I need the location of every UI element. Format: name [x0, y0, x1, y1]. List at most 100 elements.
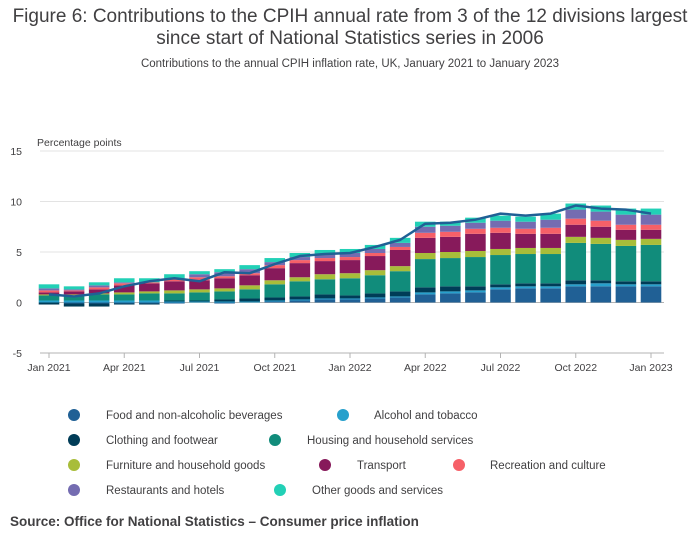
bar-segment — [139, 303, 160, 305]
bar-segment — [264, 300, 286, 302]
x-tick-label: Jan 2021 — [27, 362, 70, 374]
bar-segment — [490, 227, 511, 233]
bar-segment — [189, 271, 210, 275]
chart-subtitle: Contributions to the annual CPIH inflati… — [140, 58, 560, 70]
bar-segment — [189, 280, 210, 290]
bar-segment — [389, 246, 411, 250]
series-1 — [63, 286, 662, 304]
bar-segment — [264, 265, 286, 269]
bar-segment — [364, 297, 386, 299]
bar-segment — [389, 242, 411, 247]
legend-item: Restaurants and hotels — [68, 484, 225, 497]
bar-segment — [63, 302, 85, 304]
bar-segment — [440, 258, 461, 287]
bar-segment — [214, 278, 235, 289]
bar-segment — [239, 298, 260, 302]
title-block: Figure 6: Contributions to the CPIH annu… — [0, 6, 700, 71]
bar-segment — [440, 291, 461, 294]
bar-segment — [615, 284, 637, 287]
series-7 — [38, 218, 662, 293]
bar-segment — [139, 300, 160, 303]
legend-swatch — [453, 459, 465, 471]
bar-segment — [389, 291, 411, 297]
bar-segment — [239, 275, 260, 286]
bar-segment — [414, 294, 436, 303]
bar-segment — [490, 255, 511, 285]
bar-segment — [189, 292, 210, 301]
bar-segment — [540, 227, 561, 234]
bar-segment — [414, 253, 436, 260]
legend-item: Housing and household services — [269, 434, 473, 447]
bar-segment — [339, 298, 361, 300]
bar-segment — [214, 302, 235, 304]
bar-segment — [590, 226, 612, 238]
bar-segment — [615, 281, 637, 285]
bar-segment — [615, 245, 637, 282]
bar-segment — [164, 301, 185, 303]
legend-swatch — [274, 484, 286, 496]
bar-segment — [289, 300, 311, 303]
x-tick-label: Jan 2022 — [328, 362, 371, 374]
bar-segment — [164, 290, 185, 294]
bar-segment — [63, 289, 85, 291]
bar-segment — [565, 280, 587, 285]
total-line — [48, 204, 652, 298]
series-3 — [38, 280, 662, 307]
bar-segment — [113, 283, 135, 286]
bar-segment — [339, 278, 361, 296]
bar-segment — [239, 265, 260, 270]
bar-segment — [189, 277, 210, 281]
bar-segment — [88, 294, 110, 301]
bar-segment — [264, 268, 286, 281]
bar-segment — [164, 274, 185, 279]
bar-segment — [540, 247, 561, 255]
legend-item: Furniture and household goods — [68, 459, 265, 472]
bar-segment — [214, 301, 235, 303]
bar-segment — [63, 290, 85, 292]
bar-segment — [640, 214, 662, 225]
bar-segment — [38, 295, 60, 301]
bar-segment — [490, 289, 511, 303]
bar-segment — [565, 218, 587, 225]
bar-segment — [640, 244, 662, 282]
bar-segment — [615, 224, 637, 230]
bar-segment — [389, 266, 411, 272]
bar-segment — [515, 288, 536, 303]
chart-title: Figure 6: Contributions to the CPIH annu… — [12, 6, 688, 49]
bar-segment — [88, 282, 110, 286]
bar-segment — [339, 253, 361, 258]
bar-segment — [189, 300, 210, 302]
bar-segment — [189, 274, 210, 278]
bar-segment — [113, 300, 135, 303]
bar-segment — [239, 301, 260, 303]
bar-segment — [440, 252, 461, 259]
bar-segment — [189, 301, 210, 303]
y-tick-label: 15 — [10, 146, 22, 158]
bar-segment — [88, 302, 110, 304]
bar-segment — [590, 243, 612, 281]
legend-swatch — [68, 409, 80, 421]
bar-segment — [113, 292, 135, 295]
bar-segment — [414, 259, 436, 288]
bar-segment — [465, 257, 486, 287]
x-tick-label: Jul 2022 — [481, 362, 521, 374]
bar-segment — [440, 286, 461, 292]
bar-segment — [139, 291, 160, 294]
bar-segment — [113, 278, 135, 283]
bar-segment — [465, 290, 486, 293]
bar-segment — [540, 219, 561, 228]
bar-segment — [465, 228, 486, 234]
bar-segment — [540, 283, 561, 287]
stacked-bars — [38, 203, 662, 307]
bar-segment — [540, 213, 561, 220]
bar-segment — [615, 214, 637, 225]
series-2 — [38, 283, 662, 303]
legend-item: Transport — [319, 459, 407, 472]
bar-segment — [164, 281, 185, 291]
bar-segment — [515, 286, 536, 289]
bar-segment — [88, 303, 110, 307]
bar-segment — [139, 293, 160, 301]
bar-segment — [289, 277, 311, 282]
bar-segment — [590, 286, 612, 303]
bar-segment — [214, 288, 235, 292]
